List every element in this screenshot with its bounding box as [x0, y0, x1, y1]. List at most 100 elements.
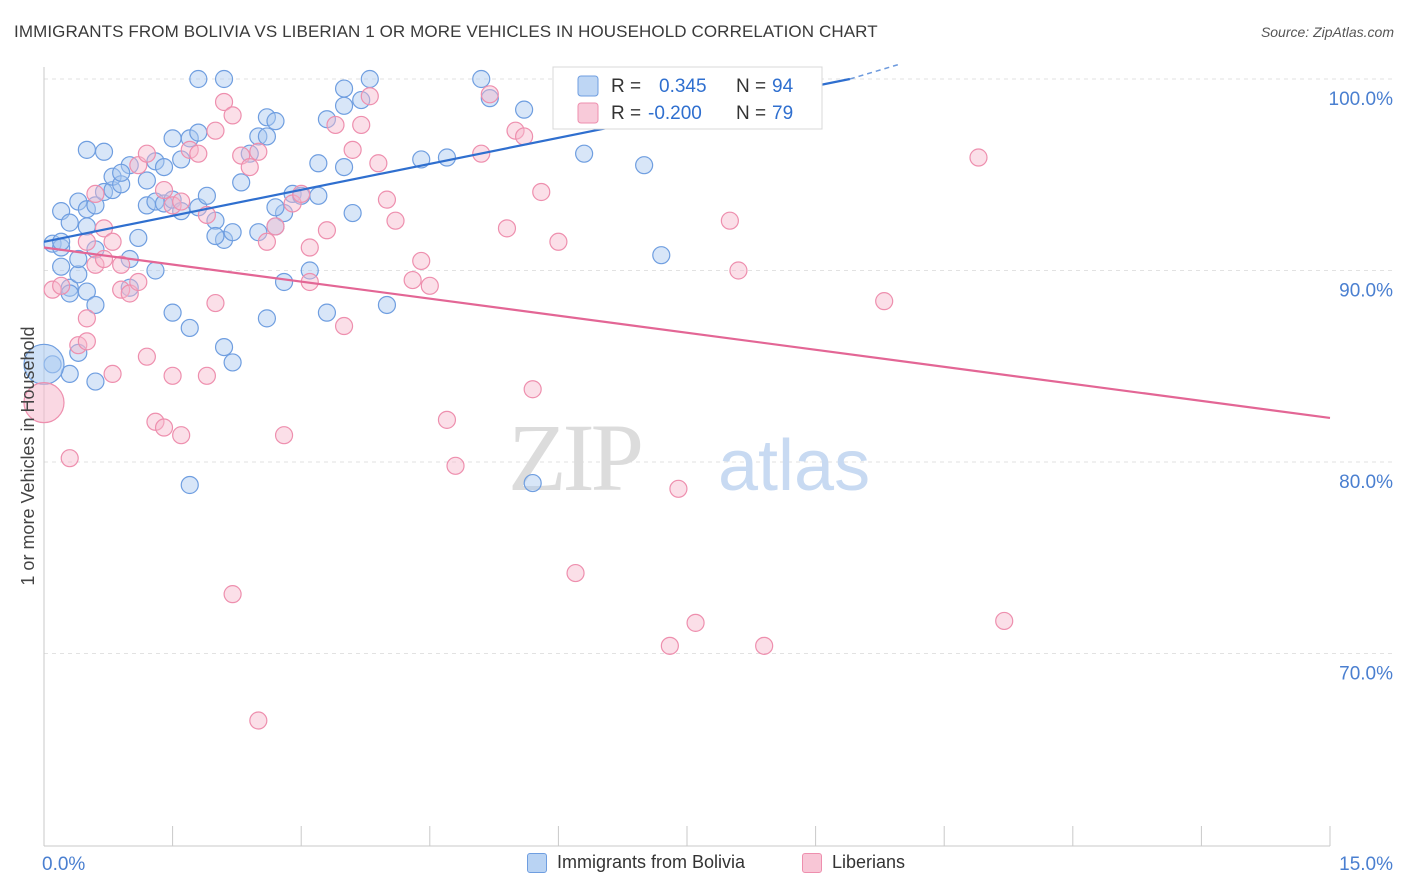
blue-point [635, 156, 654, 175]
stats-legend: R = 0.345 N = 94 R = -0.200 N = 79 [552, 66, 823, 130]
pink-point [446, 456, 465, 475]
pink-point [214, 92, 234, 112]
blue-point [129, 228, 148, 248]
blue-point [60, 213, 79, 232]
legend-label: Liberians [832, 852, 906, 872]
pink-point [669, 479, 688, 498]
pink-point [180, 140, 199, 159]
blue-point [515, 100, 534, 119]
stats-swatch-pink [577, 102, 599, 124]
pink-point [189, 144, 208, 163]
pink-point [995, 611, 1014, 631]
chart-title: IMMIGRANTS FROM BOLIVIA VS LIBERIAN 1 OR… [14, 22, 878, 41]
pink-point [274, 426, 294, 445]
pink-point [515, 127, 534, 146]
pink-point [523, 380, 542, 399]
watermark-zip: ZIP [508, 404, 641, 511]
y-tick-label: 80.0% [1339, 472, 1393, 493]
blue-point [223, 223, 242, 242]
blue-point [257, 108, 277, 127]
pink-point [755, 636, 774, 655]
pink-point [386, 211, 405, 230]
y-tick-label: 70.0% [1339, 664, 1393, 685]
pink-point [172, 192, 191, 211]
blue-point [377, 295, 397, 315]
pink-point [197, 366, 216, 385]
pink-point [660, 636, 679, 655]
pink-point [729, 261, 748, 280]
pink-point [257, 232, 277, 251]
blue-point [266, 198, 285, 217]
blue-point [575, 144, 594, 163]
legend-item-liberians[interactable]: Liberians [802, 852, 905, 873]
pink-point [163, 366, 182, 385]
pink-point [77, 232, 96, 251]
pink-point [497, 219, 517, 238]
blue-point [472, 69, 491, 89]
legend-item-bolivia[interactable]: Immigrants from Bolivia [527, 852, 745, 873]
stats-r-label: R = [611, 103, 641, 124]
pink-point [266, 217, 285, 236]
pink-point [206, 293, 225, 313]
blue-point [257, 309, 277, 328]
blue-point [437, 148, 457, 167]
pink-point [52, 276, 71, 295]
y-tick-label: 100.0% [1329, 89, 1394, 110]
blue-point [232, 173, 251, 192]
pink-point [223, 106, 242, 125]
pink-point [137, 347, 156, 366]
pink-point [77, 309, 96, 328]
stats-r-value: 0.345 [659, 76, 707, 97]
pink-point [334, 316, 354, 336]
pink-point [249, 711, 268, 730]
x-tick-label: 0.0% [42, 854, 85, 875]
pink-point [403, 270, 422, 290]
pink-point [94, 249, 114, 269]
blue-point [309, 186, 328, 205]
pink-point [112, 280, 131, 299]
data-points [23, 69, 1014, 730]
blue-point [69, 265, 88, 284]
pink-point [300, 238, 319, 257]
blue-point [69, 249, 88, 269]
pink-point [352, 115, 371, 135]
watermark-atlas: atlas [718, 426, 870, 506]
pink-point [249, 142, 268, 161]
pink-point [317, 221, 337, 240]
pink-point [686, 613, 705, 632]
pink-point [69, 336, 88, 355]
blue-point [163, 129, 182, 148]
pink-point [103, 364, 122, 384]
stats-n-label: N = [736, 76, 766, 97]
blue-point [317, 303, 337, 322]
pink-point [60, 449, 79, 468]
blue-point [94, 142, 114, 161]
pink-point [86, 184, 105, 203]
pink-point [377, 190, 397, 209]
legend-label: Immigrants from Bolivia [557, 852, 746, 872]
tick-labels: 100.0% 90.0% 80.0% 70.0% 0.0% 15.0% [42, 89, 1393, 875]
watermark: ZIP atlas [508, 404, 870, 511]
blue-point [52, 232, 71, 251]
blue-point [214, 338, 234, 357]
pink-point [480, 85, 499, 104]
pink-trend-line [43, 246, 1331, 420]
stats-n-value: 94 [772, 76, 794, 97]
pink-point [326, 115, 345, 135]
pink-point [532, 182, 551, 202]
blue-point [309, 154, 328, 173]
pink-point [412, 251, 431, 271]
pink-point [875, 292, 894, 311]
blue-point [360, 69, 379, 89]
pink-point [343, 140, 362, 159]
pink-point [720, 211, 739, 230]
blue-point [343, 203, 362, 223]
blue-point [334, 96, 354, 115]
blue-point [86, 372, 105, 391]
pink-point [172, 426, 191, 445]
blue-point [180, 475, 199, 495]
y-axis-label: 1 or more Vehicles in Household [18, 326, 38, 585]
blue-point [274, 272, 294, 292]
blue-point [652, 246, 671, 265]
